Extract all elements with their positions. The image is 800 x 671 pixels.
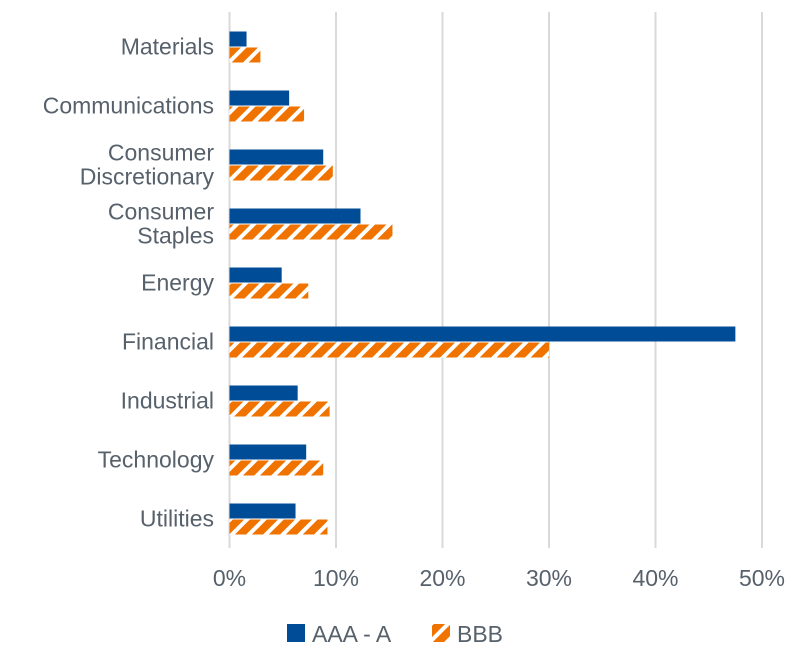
category-label-line: Industrial xyxy=(121,388,214,414)
bar-bbb xyxy=(229,460,324,476)
legend-swatch-aaa-a xyxy=(287,624,305,642)
category-label-line: Communications xyxy=(43,93,214,119)
bar-aaa-a xyxy=(229,385,298,401)
category-label-line: Energy xyxy=(141,270,214,296)
bar-aaa-a xyxy=(229,267,282,283)
category-label-line: Consumer xyxy=(108,140,214,166)
bar-bbb xyxy=(229,224,393,240)
category-label: Consumer Staples xyxy=(108,199,214,249)
bar-aaa-a xyxy=(229,326,736,342)
bar-aaa-a xyxy=(229,503,296,519)
x-tick-label: 0% xyxy=(213,565,246,591)
legend-label: BBB xyxy=(457,621,503,647)
bar-aaa-a xyxy=(229,208,361,224)
category-label: Technology xyxy=(98,447,215,473)
category-label-line: Financial xyxy=(122,329,214,355)
category-label: Communications xyxy=(43,93,214,119)
x-tick-label: 50% xyxy=(739,565,785,591)
x-tick-label: 20% xyxy=(419,565,465,591)
bar-aaa-a xyxy=(229,90,290,106)
bar-bbb xyxy=(229,47,261,63)
category-label: Financial xyxy=(122,329,214,355)
bar-bbb xyxy=(229,401,330,417)
category-label-line: Discretionary xyxy=(80,164,215,190)
bar-aaa-a xyxy=(229,149,324,165)
category-label: Consumer Discretionary xyxy=(80,140,215,190)
category-label-line: Technology xyxy=(98,447,215,473)
bar-bbb xyxy=(229,283,309,299)
category-label: Energy xyxy=(141,270,214,296)
x-tick-label: 10% xyxy=(313,565,359,591)
bar-bbb xyxy=(229,519,328,535)
bar-bbb xyxy=(229,342,549,358)
category-label-line: Utilities xyxy=(140,506,214,532)
legend-swatch-bbb xyxy=(432,624,450,642)
category-label-line: Staples xyxy=(137,223,214,249)
bar-bbb xyxy=(229,106,305,122)
x-tick-label: 40% xyxy=(632,565,678,591)
bar-bbb xyxy=(229,165,333,181)
category-label: Industrial xyxy=(121,388,214,414)
legend-label: AAA - A xyxy=(312,621,392,647)
category-label-line: Consumer xyxy=(108,199,214,225)
category-label: Utilities xyxy=(140,506,214,532)
bar-aaa-a xyxy=(229,31,247,47)
category-label: Materials xyxy=(121,34,214,60)
x-tick-label: 30% xyxy=(526,565,572,591)
bar-aaa-a xyxy=(229,444,307,460)
category-label-line: Materials xyxy=(121,34,214,60)
